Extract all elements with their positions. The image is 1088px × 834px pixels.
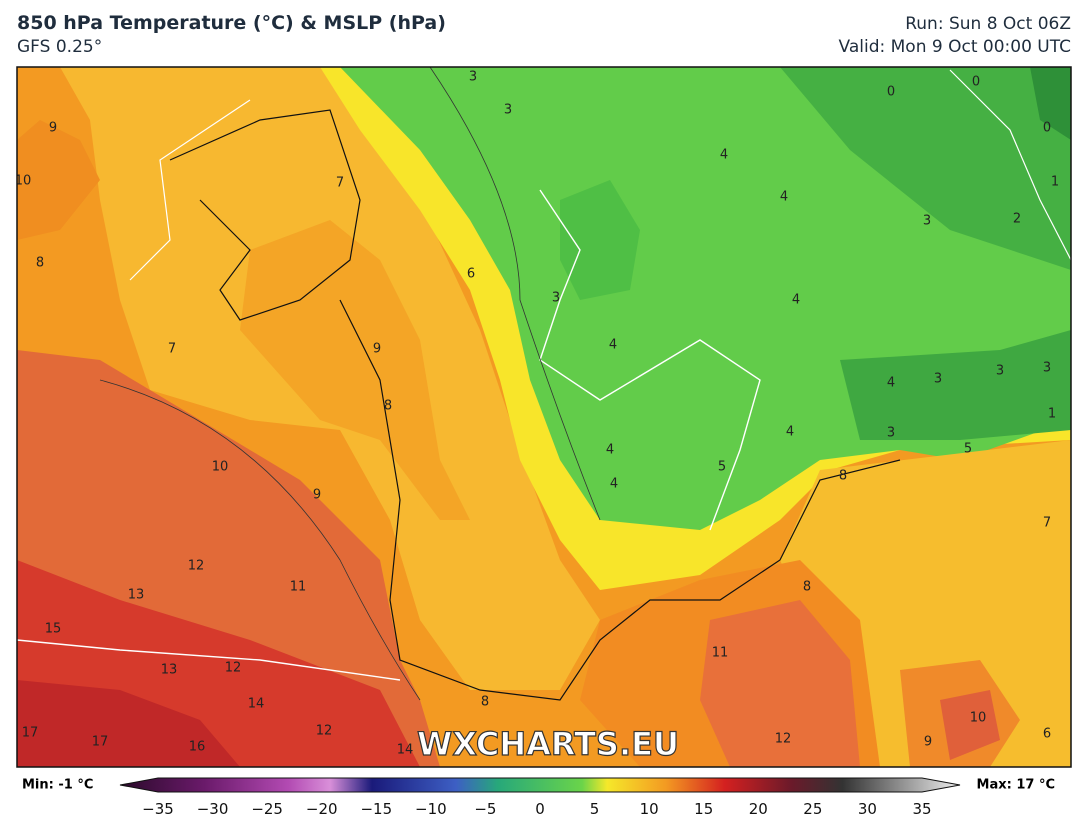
min-label: Min: -1 °C: [22, 778, 93, 793]
contour-label: 0: [887, 85, 895, 100]
colorbar-tick-label: −20: [306, 800, 338, 818]
contour-label: 11: [290, 580, 307, 595]
contour-label: 7: [168, 342, 176, 357]
colorbar-tick-label: 5: [590, 800, 600, 818]
contour-label: 8: [384, 399, 392, 414]
contour-label: 4: [720, 148, 728, 163]
contour-label: 12: [775, 732, 792, 747]
contour-label: 3: [1043, 361, 1051, 376]
contour-label: 8: [803, 580, 811, 595]
contour-label: 9: [924, 735, 932, 750]
model-name: GFS 0.25°: [17, 37, 103, 57]
contour-label: 3: [887, 426, 895, 441]
colorbar-tick-label: 15: [694, 800, 713, 818]
contour-label: 17: [92, 735, 109, 750]
contour-label: 11: [712, 646, 729, 661]
contour-label: 0: [1043, 121, 1051, 136]
contour-label: 3: [552, 291, 560, 306]
colorbar-tick-label: −10: [415, 800, 447, 818]
map-frame: [16, 66, 1072, 768]
contour-label: 3: [934, 372, 942, 387]
max-label: Max: 17 °C: [977, 778, 1055, 793]
colorbar-tick-label: 20: [749, 800, 768, 818]
contour-label: 4: [606, 443, 614, 458]
contour-label: 14: [397, 743, 414, 758]
contour-label: 3: [469, 70, 477, 85]
contour-label: 9: [373, 342, 381, 357]
colorbar-tick-label: 0: [535, 800, 545, 818]
contour-label: 7: [336, 176, 344, 191]
contour-label: 9: [313, 488, 321, 503]
run-time: Run: Sun 8 Oct 06Z: [905, 14, 1071, 34]
contour-label: 12: [316, 724, 333, 739]
contour-label: 2: [1013, 212, 1021, 227]
contour-label: 4: [887, 376, 895, 391]
contour-label: 8: [36, 256, 44, 271]
contour-label: 0: [972, 75, 980, 90]
valid-time: Valid: Mon 9 Oct 00:00 UTC: [838, 37, 1071, 57]
contour-label: 16: [189, 740, 206, 755]
map-title: 850 hPa Temperature (°C) & MSLP (hPa): [17, 12, 446, 34]
contour-label: 17: [22, 726, 39, 741]
contour-label: 14: [248, 697, 265, 712]
watermark: WXCHARTS.EU: [417, 725, 679, 763]
colorbar-tick-label: 30: [858, 800, 877, 818]
colorbar-tick-label: −5: [474, 800, 496, 818]
contour-label: 3: [923, 214, 931, 229]
contour-label: 10: [970, 711, 987, 726]
contour-label: 10: [15, 174, 32, 189]
contour-label: 3: [504, 103, 512, 118]
contour-label: 1: [1051, 175, 1059, 190]
contour-label: 5: [964, 442, 972, 457]
contour-label: 10: [212, 460, 229, 475]
contour-label: 4: [786, 425, 794, 440]
contour-label: 12: [188, 559, 205, 574]
contour-label: 8: [481, 695, 489, 710]
contour-label: 6: [1043, 727, 1051, 742]
contour-label: 15: [45, 622, 62, 637]
contour-label: 4: [792, 293, 800, 308]
colorbar-tick-label: −30: [197, 800, 229, 818]
colorbar: [119, 777, 961, 793]
contour-label: 4: [609, 338, 617, 353]
contour-label: 12: [225, 661, 242, 676]
contour-label: 1: [1048, 407, 1056, 422]
contour-label: 7: [1043, 516, 1051, 531]
contour-label: 13: [128, 588, 145, 603]
contour-label: 4: [780, 190, 788, 205]
contour-label: 3: [996, 364, 1004, 379]
colorbar-tick-label: 25: [803, 800, 822, 818]
contour-label: 9: [49, 121, 57, 136]
colorbar-tick-label: −35: [142, 800, 174, 818]
contour-label: 8: [839, 469, 847, 484]
contour-label: 4: [610, 477, 618, 492]
contour-label: 13: [161, 663, 178, 678]
contour-label: 6: [467, 267, 475, 282]
contour-label: 5: [718, 460, 726, 475]
colorbar-tick-label: −15: [360, 800, 392, 818]
colorbar-tick-label: 10: [640, 800, 659, 818]
colorbar-tick-label: 35: [912, 800, 931, 818]
colorbar-tick-label: −25: [251, 800, 283, 818]
